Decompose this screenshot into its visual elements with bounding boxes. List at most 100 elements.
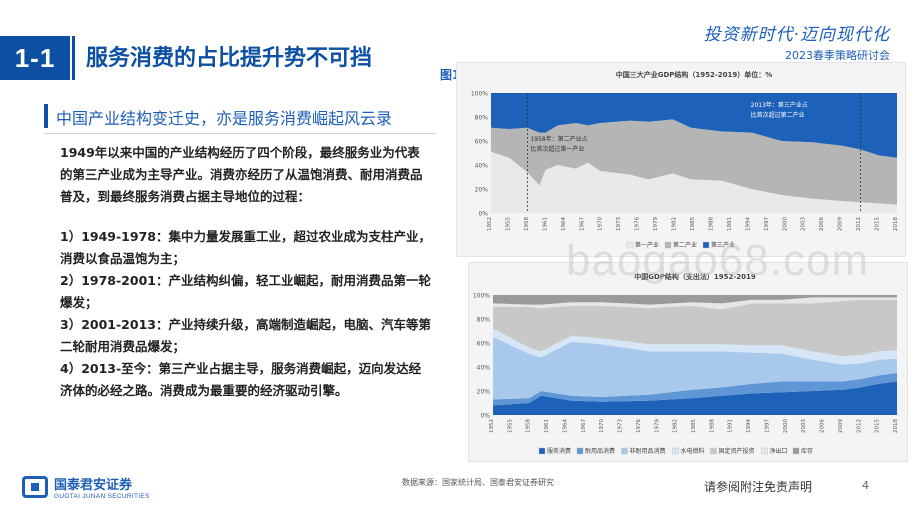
x-tick-label: 2012	[856, 419, 862, 433]
gdp-expenditure-chart: 中国GDP结构（支出法）1952-2019 100% 80% 60% 40% 20% 0% 1…	[468, 262, 908, 462]
x-tick-label: 1970	[599, 419, 605, 433]
x-tick-label: 2000	[782, 217, 788, 231]
data-source: 数据来源：国家统计局、国泰君安证券研究	[402, 478, 554, 487]
legend-swatch	[576, 447, 584, 455]
x-tick-label: 1991	[728, 419, 734, 433]
y-tick-label: 0%	[478, 211, 488, 218]
x-tick-label: 1985	[691, 419, 697, 433]
x-tick-label: 1979	[654, 419, 660, 433]
x-tick-label: 1982	[672, 217, 678, 231]
x-tick-label: 1964	[561, 217, 567, 231]
x-tick-label: 1982	[673, 419, 679, 433]
x-tick-label: 2009	[838, 419, 844, 433]
legend-label: 第三产业	[711, 241, 735, 249]
logo-mark-icon	[22, 476, 48, 498]
section-number-badge: 1-1	[0, 36, 70, 80]
industry-structure-chart: 中国三大产业GDP结构（1952-2019）单位：% 100% 80% 60% 40% 2…	[456, 62, 906, 257]
area-series	[493, 328, 897, 365]
x-tick-label: 1997	[764, 419, 770, 433]
x-tick-label: 1958	[526, 419, 532, 433]
y-tick-label: 0%	[480, 413, 490, 420]
x-tick-label: 1973	[618, 419, 624, 433]
title-divider	[72, 36, 75, 80]
x-tick-label: 1973	[616, 217, 622, 231]
legend-label: 服务消费	[547, 447, 571, 455]
y-tick-label: 40%	[475, 163, 489, 170]
legend-swatch	[702, 241, 710, 249]
x-tick-label: 1952	[489, 419, 495, 433]
chart-title: 中国GDP结构（支出法）1952-2019	[634, 272, 756, 281]
legend-swatch	[672, 447, 679, 455]
x-tick-label: 2018	[893, 419, 899, 433]
x-tick-label: 2015	[875, 419, 881, 433]
y-tick-label: 100%	[471, 91, 488, 98]
x-tick-label: 2006	[820, 419, 826, 433]
stage-item: 3）2001-2013：产业持续升级，高端制造崛起，电脑、汽车等第二轮耐用消费品…	[60, 317, 431, 354]
x-tick-label: 1952	[487, 217, 493, 231]
area-series	[493, 337, 897, 400]
y-tick-label: 80%	[475, 115, 489, 122]
x-tick-label: 1976	[635, 217, 641, 231]
company-logo: 国泰君安证券 GUOTAI JUNAN SECURITIES	[22, 474, 150, 500]
x-tick-label: 2006	[819, 217, 825, 231]
y-tick-label: 20%	[477, 389, 491, 396]
brand-subtitle: 2023春季策略研讨会	[785, 49, 890, 62]
figure-label: 图1	[440, 68, 461, 82]
x-tick-label: 1994	[746, 419, 752, 433]
legend-label: 第二产业	[673, 241, 697, 249]
x-tick-label: 1988	[708, 217, 714, 231]
x-tick-label: 1970	[598, 217, 604, 231]
legend-label: 固定资产投资	[719, 447, 755, 455]
x-tick-label: 1955	[505, 217, 511, 231]
disclaimer: 请参阅附注免责声明	[704, 480, 813, 494]
annotation: 比首次超过第二产业	[751, 111, 805, 119]
y-tick-label: 40%	[477, 365, 491, 372]
annotation: 2013年：第三产业占	[751, 101, 808, 109]
subtitle-marker	[44, 104, 48, 128]
legend-label: 净出口	[770, 447, 788, 455]
x-tick-label: 1961	[542, 217, 548, 231]
logo-en: GUOTAI JUNAN SECURITIES	[54, 493, 150, 500]
area-series	[493, 373, 897, 406]
area-series	[493, 297, 897, 310]
brand-slogan: 投资新时代·迈向现代化	[703, 25, 890, 45]
x-tick-label: 2000	[783, 419, 789, 433]
x-tick-label: 1988	[709, 419, 715, 433]
area-series	[491, 151, 897, 213]
y-tick-label: 20%	[475, 187, 489, 194]
section-subtitle: 中国产业结构变迁史，亦是服务消费崛起风云录	[56, 109, 393, 128]
area-series	[491, 119, 897, 205]
gdp-expenditure-svg: 中国GDP结构（支出法）1952-2019100%80%60%40%20%0%1…	[473, 272, 899, 455]
x-tick-label: 1976	[636, 419, 642, 433]
legend-swatch	[792, 447, 800, 455]
x-tick-label: 1994	[745, 217, 751, 231]
area-series	[491, 93, 897, 158]
legend-swatch	[538, 447, 546, 455]
y-tick-label: 60%	[475, 139, 489, 146]
annotation: 1958年：第二产业占	[530, 135, 587, 143]
stage-item: 4）2013-至今：第三产业占据主导，服务消费崛起，迈向发达经济体的必经之路。消…	[60, 361, 422, 398]
legend-swatch	[621, 447, 628, 455]
x-tick-label: 2003	[801, 217, 807, 231]
industry-structure-svg: 中国三大产业GDP结构（1952-2019）单位：% 100% 80% 60% 40% 2…	[471, 70, 899, 249]
x-tick-label: 1985	[690, 217, 696, 231]
subtitle-rule	[44, 133, 436, 134]
chart-title: 中国三大产业GDP结构（1952-2019）单位：%	[616, 70, 773, 79]
area-series	[493, 299, 897, 357]
logo-cn: 国泰君安证券	[54, 478, 133, 493]
x-tick-label: 2009	[838, 217, 844, 231]
legend-swatch	[664, 241, 672, 249]
legend-label: 非耐用品消费	[630, 447, 666, 455]
legend-label: 第一产业	[635, 241, 659, 249]
x-tick-label: 1958	[524, 217, 530, 231]
legend-swatch	[626, 241, 634, 249]
page-number: 4	[862, 479, 869, 492]
x-tick-label: 2012	[856, 217, 862, 231]
y-tick-label: 100%	[473, 293, 490, 300]
watermark: baogao68.com	[566, 236, 870, 285]
x-tick-label: 2018	[893, 217, 899, 231]
legend-label: 水电燃料	[681, 447, 705, 455]
x-tick-label: 1979	[653, 217, 659, 231]
x-tick-label: 1997	[764, 217, 770, 231]
page-title: 服务消费的占比提升势不可挡	[86, 46, 373, 71]
